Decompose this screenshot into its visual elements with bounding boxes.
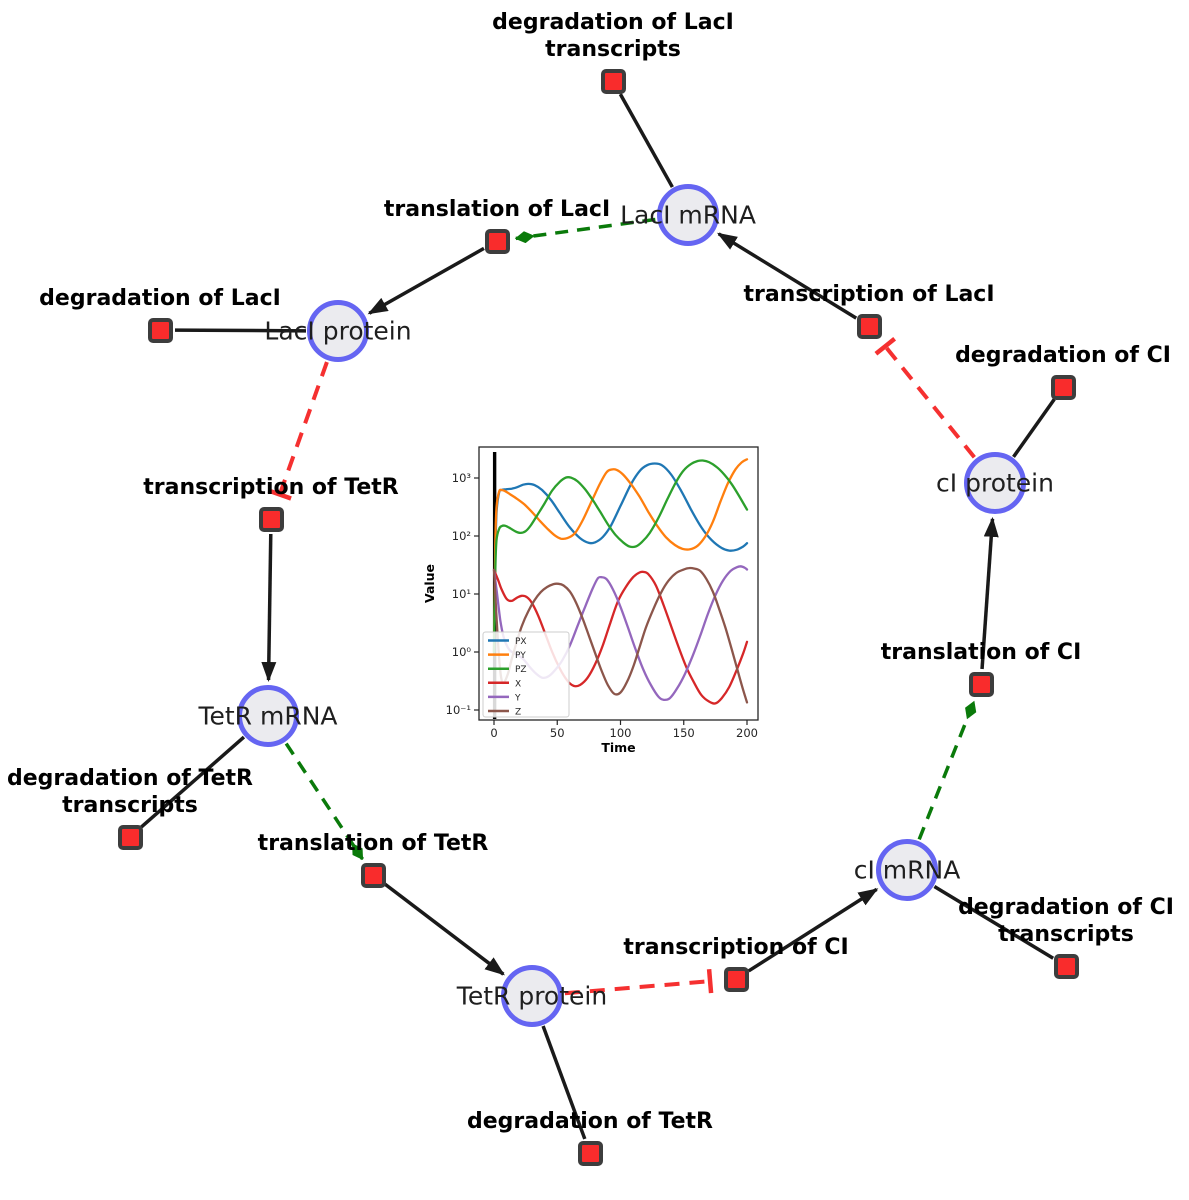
edge-reactant-tetR_protein-to-deg_tetR <box>541 1025 587 1140</box>
edge-reactant-lacI_mRNA-to-deg_lacI_tx <box>618 93 674 188</box>
y-tick-label: 10² <box>452 529 471 543</box>
edge-product-transl_lacI-to-lacI_protein <box>367 246 485 315</box>
edge-inhibition-tetR_protein-to-txn_cI <box>564 979 711 996</box>
species-node-cI_mRNA[interactable] <box>876 839 938 901</box>
x-axis-label: Time <box>601 740 635 755</box>
edge-product-txn_cI-to-cI_mRNA <box>747 887 879 973</box>
edge-product-txn_tetR-to-tetR_mRNA <box>261 533 277 683</box>
edge-product-transl_tetR-to-tetR_protein <box>383 882 505 976</box>
inhibition-tee-lacI_protein-to-txn_tetR <box>267 488 292 501</box>
reaction-node-transl_cI[interactable] <box>968 671 994 697</box>
inhibition-tee-tetR_protein-to-txn_cI <box>706 969 714 994</box>
edge-reactant-cI_protein-to-deg_cI <box>1012 398 1056 458</box>
reaction-node-deg_lacI[interactable] <box>147 317 173 343</box>
y-tick-label: 10⁻¹ <box>446 703 471 717</box>
reaction-node-txn_cI[interactable] <box>723 966 749 992</box>
edge-modifier-tetR_mRNA-to-transl_tetR <box>284 742 364 861</box>
reaction-node-txn_lacI[interactable] <box>856 313 882 339</box>
reaction-node-transl_tetR[interactable] <box>360 862 386 888</box>
edge-reactant-cI_mRNA-to-deg_cI_tx <box>933 885 1055 960</box>
simulation-plot: 0 50 100 150 200 10⁻¹ 10⁰ 10¹ 10² 10³ Time Value PX P… <box>422 446 759 755</box>
series-line-PX <box>492 462 749 654</box>
species-node-tetR_mRNA[interactable] <box>237 685 299 747</box>
legend-label-PZ: PZ <box>515 665 527 675</box>
edge-inhibition-lacI_protein-to-txn_tetR <box>277 361 329 496</box>
species-node-lacI_protein[interactable] <box>307 300 369 362</box>
x-tick-label: 100 <box>610 726 632 740</box>
legend-label-PY: PY <box>515 651 526 661</box>
reaction-node-deg_lacI_tx[interactable] <box>600 68 626 94</box>
edge-product-txn_lacI-to-lacI_mRNA <box>716 232 858 320</box>
reaction-node-deg_cI_tx[interactable] <box>1053 953 1079 979</box>
edge-reactant-tetR_mRNA-to-deg_tetR_tx <box>140 735 246 829</box>
x-tick-label: 150 <box>673 726 695 740</box>
species-node-lacI_mRNA[interactable] <box>657 184 719 246</box>
species-node-cI_protein[interactable] <box>964 452 1026 514</box>
edge-inhibition-cI_protein-to-txn_lacI <box>883 345 976 459</box>
y-tick-label: 10⁰ <box>452 645 472 659</box>
y-tick-label: 10³ <box>452 471 472 485</box>
series-line-PY <box>492 458 749 654</box>
y-axis-label: Value <box>422 564 437 603</box>
x-tick-label: 200 <box>736 726 758 740</box>
legend-label-Z: Z <box>515 708 521 718</box>
reaction-node-deg_tetR[interactable] <box>577 1140 603 1166</box>
series-line-PZ <box>492 459 749 654</box>
legend-label-Y: Y <box>514 693 521 703</box>
reaction-node-deg_cI[interactable] <box>1050 374 1076 400</box>
inhibition-tee-cI_protein-to-txn_lacI <box>874 337 897 356</box>
reaction-node-deg_tetR_tx[interactable] <box>117 824 143 850</box>
legend-label-X: X <box>515 679 521 689</box>
species-node-tetR_protein[interactable] <box>501 965 563 1027</box>
edge-modifier-lacI_mRNA-to-transl_lacI <box>514 217 656 244</box>
x-tick-label: 0 <box>490 726 497 740</box>
reaction-node-txn_tetR[interactable] <box>258 506 284 532</box>
series-line-X <box>492 568 749 705</box>
legend-label-PX: PX <box>515 637 527 647</box>
x-tick-label: 50 <box>550 726 565 740</box>
reaction-node-transl_lacI[interactable] <box>484 228 510 254</box>
y-tick-label: 10¹ <box>452 587 471 601</box>
edge-modifier-cI_mRNA-to-transl_cI <box>917 700 977 840</box>
edge-reactant-lacI_protein-to-deg_lacI <box>174 328 307 333</box>
edge-product-transl_cI-to-cI_protein <box>980 516 999 670</box>
